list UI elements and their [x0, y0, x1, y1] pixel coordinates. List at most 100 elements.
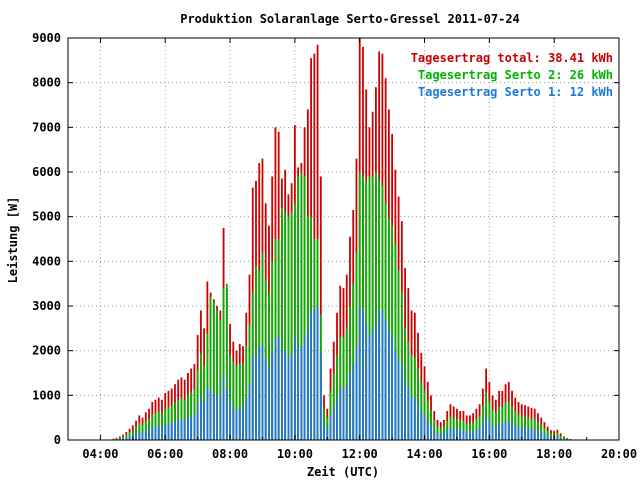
bar-serto1 — [187, 417, 189, 440]
chart-title: Produktion Solaranlage Serto-Gressel 201… — [180, 12, 520, 26]
bar-serto1 — [355, 346, 358, 440]
bar-serto2 — [225, 283, 228, 440]
bar-serto1 — [167, 423, 170, 440]
bar-serto1 — [420, 410, 423, 440]
bar-serto1 — [284, 350, 287, 440]
bar-serto2 — [180, 398, 183, 440]
bar-serto1 — [118, 438, 121, 440]
y-tick-label: 5000 — [32, 210, 61, 224]
bar-serto1 — [225, 388, 228, 440]
bar-serto2 — [559, 435, 562, 440]
bar-serto1 — [394, 350, 397, 440]
bar-serto2 — [365, 180, 368, 440]
bar-serto1 — [524, 428, 526, 440]
bar-serto1 — [144, 430, 147, 440]
bar-serto2 — [268, 292, 270, 440]
bar-serto2 — [420, 381, 423, 440]
bar-serto1 — [533, 429, 536, 440]
bar-serto2 — [426, 401, 429, 440]
bar-serto1 — [141, 432, 144, 440]
bar-serto2 — [387, 218, 390, 440]
bar-serto1 — [481, 423, 484, 440]
bar-serto1 — [430, 425, 432, 440]
bar-serto1 — [342, 388, 345, 440]
bar-serto2 — [524, 416, 526, 440]
bar-serto1 — [323, 425, 325, 440]
bar-series-group — [112, 38, 572, 441]
bar-serto2 — [235, 366, 238, 440]
bar-serto1 — [433, 430, 436, 440]
bar-serto1 — [514, 425, 517, 440]
bar-serto1 — [384, 319, 387, 440]
bar-serto1 — [530, 429, 533, 440]
bar-serto1 — [193, 414, 196, 440]
x-tick-label: 06:00 — [147, 447, 183, 461]
bar-serto1 — [517, 427, 520, 440]
bar-serto1 — [199, 396, 202, 440]
legend-entry-total: Tagesertrag total: 38.41 kWh — [411, 51, 613, 65]
bar-serto1 — [183, 419, 186, 440]
bar-serto2 — [255, 265, 257, 440]
legend-entry-serto1: Tagesertrag Serto 1: 12 kWh — [418, 85, 613, 99]
y-tick-label: 1000 — [32, 388, 61, 402]
y-tick-label: 7000 — [32, 120, 61, 134]
bar-serto2 — [187, 395, 189, 440]
bar-serto1 — [190, 415, 193, 440]
bar-serto1 — [216, 395, 218, 440]
bar-serto1 — [504, 421, 507, 440]
bar-serto1 — [310, 310, 312, 440]
bar-serto1 — [365, 323, 368, 440]
x-tick-label: 12:00 — [342, 447, 378, 461]
y-axis-label: Leistung [W] — [6, 197, 20, 284]
x-axis-label: Zeit (UTC) — [307, 465, 379, 479]
x-tick-label: 04:00 — [82, 447, 118, 461]
bar-serto1 — [362, 310, 364, 440]
y-tick-label: 0 — [54, 433, 61, 447]
bar-serto1 — [443, 433, 445, 440]
bar-serto1 — [264, 359, 267, 440]
bar-serto1 — [261, 346, 264, 440]
bar-serto2 — [271, 261, 274, 440]
bar-serto1 — [229, 401, 231, 440]
bar-serto2 — [157, 411, 160, 440]
bar-serto2 — [212, 301, 215, 440]
bar-serto1 — [258, 346, 261, 440]
bar-serto2 — [209, 297, 212, 440]
bar-serto1 — [507, 420, 510, 440]
y-tick-label: 3000 — [32, 299, 61, 313]
bar-serto1 — [281, 350, 283, 440]
bar-serto1 — [371, 330, 374, 440]
bar-serto1 — [537, 431, 539, 440]
bar-serto2 — [485, 392, 488, 440]
bar-serto2 — [417, 368, 419, 440]
bar-serto1 — [391, 337, 394, 440]
bar-serto1 — [219, 396, 222, 440]
bar-serto2 — [290, 212, 293, 440]
bar-serto1 — [501, 423, 504, 440]
bar-serto1 — [274, 337, 277, 440]
x-tick-label: 10:00 — [277, 447, 313, 461]
bar-serto2 — [216, 310, 218, 440]
bar-serto1 — [138, 431, 141, 440]
bar-serto1 — [349, 373, 351, 440]
bar-serto2 — [332, 373, 335, 440]
bar-serto2 — [238, 364, 241, 440]
bar-serto2 — [329, 390, 332, 440]
bar-serto2 — [229, 355, 231, 440]
bar-serto2 — [433, 419, 436, 440]
bar-serto2 — [391, 225, 394, 440]
bar-serto1 — [313, 310, 316, 440]
bar-serto1 — [381, 310, 384, 440]
bar-serto2 — [456, 419, 458, 440]
bar-serto1 — [196, 404, 199, 440]
bar-serto1 — [452, 428, 455, 440]
bar-serto1 — [407, 388, 410, 440]
bar-serto1 — [329, 415, 332, 440]
bar-serto1 — [251, 356, 254, 440]
bar-serto1 — [494, 426, 497, 440]
bar-serto1 — [209, 390, 212, 440]
bar-serto1 — [378, 310, 381, 440]
bar-serto1 — [255, 355, 257, 440]
bar-serto1 — [235, 410, 238, 440]
